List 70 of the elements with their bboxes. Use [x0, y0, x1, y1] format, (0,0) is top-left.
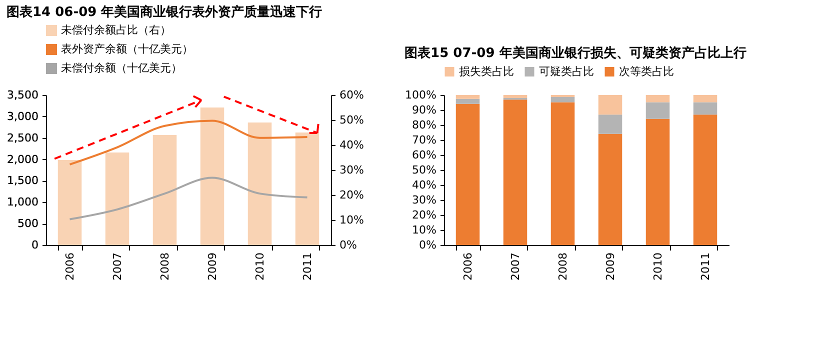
- x-tick-label: 2007: [110, 252, 124, 280]
- y2-tick-label: 30%: [340, 164, 364, 176]
- y-tick-label: 0: [32, 238, 38, 252]
- y2-tick-label: 0%: [340, 238, 357, 252]
- bar: [58, 160, 82, 245]
- legend-label: 可疑类占比: [539, 64, 594, 78]
- line-series: [68, 176, 308, 220]
- legend-label: 次等类占比: [619, 64, 674, 78]
- y-tick-label: 0%: [419, 238, 436, 252]
- y-tick-label: 2,500: [7, 131, 38, 144]
- bar: [105, 152, 130, 245]
- chart-title: 图表14 06-09 年美国商业银行表外资产质量迅速下行: [6, 4, 322, 20]
- y-tick-label: 100%: [405, 88, 436, 102]
- legend-label: 损失类占比: [459, 64, 514, 78]
- bar: [550, 102, 575, 245]
- x-tick-label: 2009: [206, 252, 219, 280]
- bar: [456, 98, 480, 104]
- bar: [456, 104, 480, 245]
- line-series: [68, 120, 308, 166]
- bar: [693, 102, 718, 115]
- bar: [248, 122, 272, 245]
- bar: [693, 114, 718, 245]
- y-tick-label: 90%: [412, 104, 436, 116]
- y-tick-label: 80%: [412, 118, 436, 132]
- x-tick-label: 2006: [63, 252, 76, 280]
- bar: [646, 102, 670, 119]
- y2-tick-label: 60%: [340, 88, 364, 102]
- bar: [693, 95, 718, 102]
- x-tick-label: 2006: [461, 252, 474, 280]
- legend-label: 未偿付余额（十亿美元）: [61, 62, 182, 74]
- bar: [646, 118, 670, 245]
- bar: [200, 108, 224, 245]
- legend-label: 表外资产余额（十亿美元）: [61, 42, 193, 56]
- y-tick-label: 20%: [412, 208, 436, 222]
- y-tick-label: 1,500: [7, 174, 38, 188]
- x-tick-label: 2010: [253, 252, 266, 280]
- y-tick-label: 2,000: [7, 152, 38, 166]
- x-tick-label: 2008: [158, 252, 172, 280]
- x-tick-label: 2009: [604, 252, 617, 280]
- bar: [503, 95, 528, 98]
- y-tick-label: 40%: [412, 178, 436, 192]
- y-tick-label: 500: [18, 217, 38, 230]
- y-tick-label: 3,000: [7, 110, 38, 123]
- y-tick-label: 60%: [412, 148, 436, 162]
- chart-title: 图表15 07-09 年美国商业银行损失、可疑类资产占比上行: [404, 45, 746, 61]
- bar: [503, 100, 528, 245]
- y-tick-label: 30%: [412, 194, 436, 206]
- bar: [598, 95, 622, 115]
- bar: [152, 135, 177, 245]
- y-tick-label: 10%: [412, 224, 436, 236]
- legend-label: 未偿付余额占比（右）: [61, 24, 171, 36]
- x-tick-label: 2011: [698, 252, 712, 280]
- x-tick-label: 2008: [556, 252, 570, 280]
- bar: [646, 95, 670, 102]
- y-tick-label: 50%: [412, 164, 436, 176]
- y2-tick-label: 40%: [340, 138, 364, 152]
- y2-tick-label: 50%: [340, 114, 364, 126]
- bar: [295, 132, 320, 245]
- y-tick-label: 3,500: [7, 88, 38, 102]
- bar: [456, 95, 480, 99]
- x-tick-label: 2007: [508, 252, 522, 280]
- y-tick-label: 1,000: [7, 196, 38, 209]
- bar: [550, 96, 575, 102]
- bar: [598, 134, 622, 245]
- bar: [598, 114, 622, 134]
- x-tick-label: 2011: [300, 252, 314, 280]
- y-tick-label: 70%: [412, 134, 436, 146]
- y2-tick-label: 10%: [340, 214, 364, 226]
- y2-tick-label: 20%: [340, 188, 364, 202]
- x-tick-label: 2010: [651, 252, 664, 280]
